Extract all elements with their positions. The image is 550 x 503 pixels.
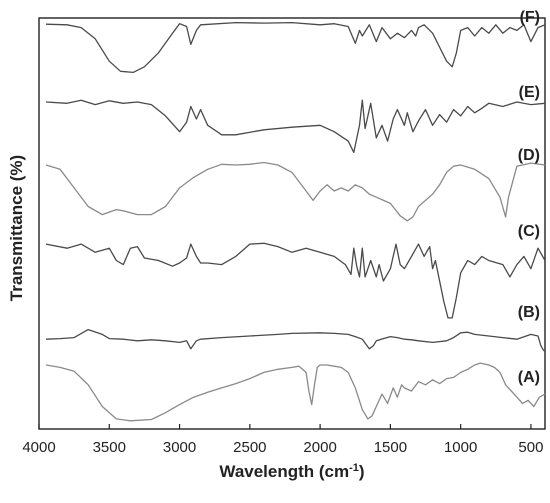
- x-tick-label: 3000: [163, 439, 196, 456]
- spectrum-line-f: [45, 21, 546, 74]
- y-axis-label: Transmittance (%): [7, 155, 26, 301]
- spectrum-line-a: [45, 362, 546, 422]
- series-label-c: (C): [518, 223, 540, 240]
- x-axis-label: Wavelength (cm-1): [219, 462, 364, 481]
- x-tick-label: 500: [518, 439, 543, 456]
- spectrum-line-b: [45, 328, 546, 352]
- spectrum-line-e: [45, 99, 546, 154]
- x-axis-label-main: Wavelength (cm: [219, 462, 349, 481]
- series-label-f: (F): [520, 9, 540, 26]
- x-axis-ticks: 4000 3500 3000 2500 2000 1500 1000 500: [22, 424, 543, 456]
- x-tick-label: 2000: [303, 439, 336, 456]
- x-axis-label-close: ): [359, 462, 365, 481]
- x-tick-label: 4000: [22, 439, 55, 456]
- series-label-a: (A): [518, 369, 540, 386]
- spectrum-line-c: [45, 242, 546, 319]
- series-labels: (F) (E) (D) (C) (B) (A): [518, 9, 540, 386]
- series-label-e: (E): [519, 84, 540, 101]
- x-tick-label: 2500: [233, 439, 266, 456]
- x-axis-label-superscript: -1: [349, 462, 359, 474]
- x-tick-label: 3500: [93, 439, 126, 456]
- spectra-lines: [45, 21, 546, 422]
- plot-frame: [38, 17, 546, 430]
- spectrum-line-d: [45, 161, 546, 222]
- x-tick-label: 1500: [374, 439, 407, 456]
- x-tick-label: 1000: [444, 439, 477, 456]
- series-label-d: (D): [518, 147, 540, 164]
- series-label-b: (B): [518, 304, 540, 321]
